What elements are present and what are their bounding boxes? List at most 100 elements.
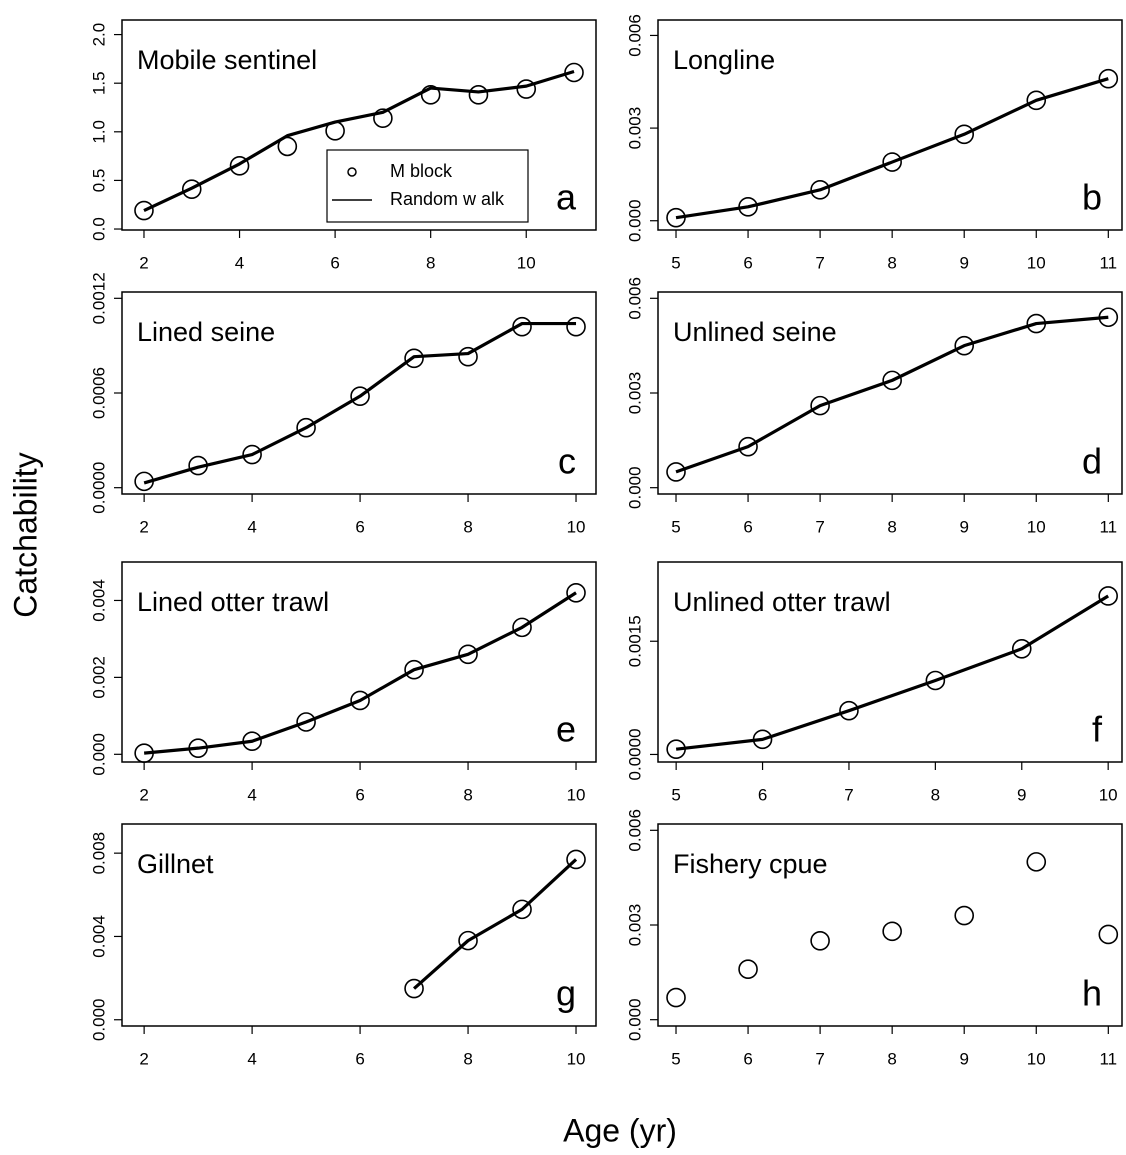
data-point bbox=[839, 700, 859, 721]
x-tick-label: 8 bbox=[426, 253, 435, 272]
data-point bbox=[954, 124, 975, 145]
data-point bbox=[954, 335, 975, 356]
y-tick-label: 0.003 bbox=[625, 107, 644, 150]
panel-title: Unlined seine bbox=[673, 317, 837, 347]
legend-label: M block bbox=[390, 161, 453, 181]
data-point bbox=[810, 180, 830, 200]
x-tick-label: 9 bbox=[959, 517, 968, 536]
y-tick-label: 0.004 bbox=[89, 579, 108, 622]
data-point bbox=[229, 156, 250, 176]
y-tick-label: 0.004 bbox=[89, 915, 108, 958]
x-tick-label: 8 bbox=[887, 1049, 896, 1068]
data-point bbox=[404, 659, 424, 680]
panel: 0.000 0.002 0.004 2 4 6 8 10 Lined otter trawl e bbox=[89, 561, 597, 804]
x-tick-label: 11 bbox=[1099, 253, 1117, 272]
data-point bbox=[350, 690, 370, 711]
x-tick-label: 10 bbox=[567, 785, 586, 804]
y-tick-label: 0.0000 bbox=[89, 462, 108, 514]
data-point bbox=[1026, 852, 1047, 872]
x-tick-label: 6 bbox=[743, 253, 752, 272]
x-tick-label: 7 bbox=[815, 1049, 824, 1068]
panel-title: Lined otter trawl bbox=[137, 587, 329, 617]
y-tick-label: 1.5 bbox=[89, 71, 108, 95]
data-point bbox=[458, 346, 478, 367]
series-line bbox=[675, 77, 1109, 220]
series-line bbox=[413, 858, 578, 990]
plot-frame bbox=[121, 19, 597, 231]
x-tick-label: 9 bbox=[959, 1049, 968, 1068]
x-tick-label: 5 bbox=[671, 253, 680, 272]
data-point bbox=[882, 152, 902, 172]
panel-letter: h bbox=[1082, 973, 1102, 1014]
data-point bbox=[468, 85, 489, 105]
x-tick-label: 6 bbox=[355, 517, 364, 536]
x-tick-label: 5 bbox=[671, 517, 680, 536]
data-point bbox=[1026, 90, 1047, 111]
x-tick-label: 7 bbox=[844, 785, 853, 804]
panel-letter: c bbox=[558, 441, 576, 482]
panel-letter: g bbox=[556, 973, 576, 1014]
data-point bbox=[954, 905, 975, 926]
panel: 0.000 0.003 0.006 5 6 7 8 9 10 11 Fishery cpue h bbox=[625, 809, 1123, 1068]
data-point bbox=[882, 921, 902, 942]
panel-title: Unlined otter trawl bbox=[673, 587, 891, 617]
data-point bbox=[512, 899, 532, 920]
panel-letter: a bbox=[556, 177, 577, 218]
x-tick-label: 10 bbox=[1099, 785, 1118, 804]
data-point bbox=[666, 462, 686, 482]
legend-marker bbox=[347, 167, 357, 177]
y-tick-label: 2.0 bbox=[89, 23, 108, 47]
panel-title: Lined seine bbox=[137, 317, 275, 347]
x-tick-label: 8 bbox=[463, 1049, 472, 1068]
legend-box bbox=[326, 149, 529, 223]
panel-letter: f bbox=[1092, 709, 1103, 750]
data-point bbox=[134, 200, 154, 221]
data-point bbox=[296, 417, 316, 438]
y-tick-label: 0.008 bbox=[89, 832, 108, 875]
series-line bbox=[143, 321, 577, 485]
data-point bbox=[242, 444, 262, 465]
x-tick-label: 8 bbox=[887, 253, 896, 272]
data-point bbox=[738, 959, 758, 979]
plot-frame bbox=[121, 823, 597, 1027]
x-tick-label: 10 bbox=[517, 253, 536, 272]
data-point bbox=[458, 930, 478, 951]
x-tick-label: 11 bbox=[1099, 517, 1117, 536]
x-tick-label: 2 bbox=[139, 517, 148, 536]
y-tick-label: 0.0015 bbox=[625, 615, 644, 667]
x-tick-label: 8 bbox=[887, 517, 896, 536]
y-tick-label: 0.000 bbox=[625, 998, 644, 1041]
y-tick-label: 0.000 bbox=[89, 998, 108, 1041]
panel: 0.000 0.003 0.006 5 6 7 8 9 10 11 Unlined seine d bbox=[625, 277, 1123, 536]
data-point bbox=[1011, 638, 1032, 659]
x-tick-label: 8 bbox=[463, 517, 472, 536]
data-point bbox=[566, 582, 586, 603]
panel-letter: b bbox=[1082, 177, 1102, 218]
y-tick-label: 0.0006 bbox=[89, 367, 108, 419]
x-tick-label: 7 bbox=[815, 253, 824, 272]
data-point bbox=[1098, 68, 1119, 89]
data-point bbox=[925, 670, 946, 691]
data-point bbox=[296, 712, 316, 732]
y-tick-label: 0.000 bbox=[625, 466, 644, 509]
x-tick-label: 6 bbox=[743, 1049, 752, 1068]
y-tick-label: 0.006 bbox=[625, 14, 644, 57]
x-tick-label: 8 bbox=[931, 785, 940, 804]
x-tick-label: 5 bbox=[671, 1049, 680, 1068]
x-tick-label: 10 bbox=[567, 517, 586, 536]
panel-title: Longline bbox=[673, 45, 775, 75]
y-tick-label: 0.0 bbox=[89, 217, 108, 241]
x-tick-label: 6 bbox=[330, 253, 339, 272]
data-point bbox=[404, 348, 424, 369]
data-point bbox=[810, 395, 830, 416]
data-point bbox=[882, 370, 902, 391]
y-tick-label: 0.006 bbox=[625, 809, 644, 852]
x-tick-label: 8 bbox=[463, 785, 472, 804]
panel-title: Fishery cpue bbox=[673, 849, 828, 879]
panel-title: Mobile sentinel bbox=[137, 45, 317, 75]
data-point bbox=[564, 62, 584, 83]
data-point bbox=[373, 108, 393, 128]
data-point bbox=[512, 617, 532, 638]
y-tick-label: 0.000 bbox=[89, 733, 108, 776]
